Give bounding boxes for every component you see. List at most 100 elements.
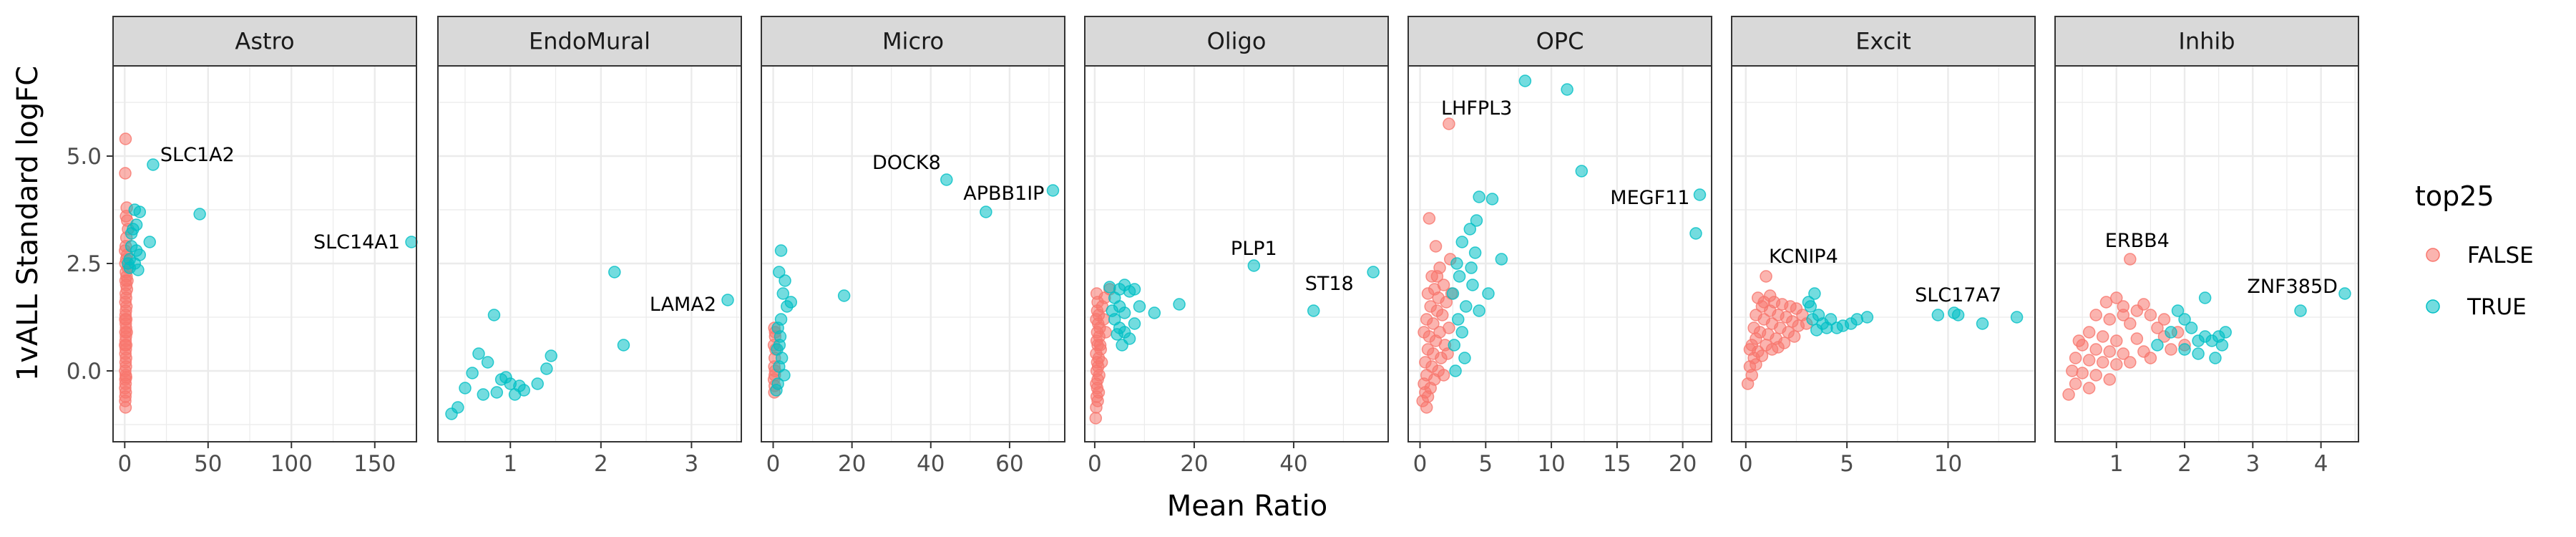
y-axis-label: 1vALL Standard logFC	[11, 66, 44, 381]
facet-strip-label: OPC	[1536, 28, 1584, 55]
point-true	[1367, 266, 1380, 279]
point-false	[2144, 352, 2157, 364]
point-true	[459, 382, 472, 395]
point-true	[405, 236, 418, 248]
x-tick-label: 20	[1669, 451, 1697, 477]
facet-panel-inhib: ERBB4 ZNF385D Inhib 1 2 3 4	[2054, 16, 2359, 477]
point-true	[1693, 188, 1707, 201]
gene-label: KCNIP4	[1769, 246, 1838, 268]
x-tick-label: 0	[1413, 451, 1428, 477]
facet-strip-label: Micro	[882, 28, 944, 55]
point-false	[121, 274, 134, 287]
facet-strip	[1407, 16, 1712, 67]
facet-strip-label: Oligo	[1207, 28, 1267, 55]
x-tick-label: 100	[270, 451, 313, 477]
point-true	[1850, 313, 1864, 326]
point-true	[980, 205, 992, 218]
facet-strip	[761, 16, 1065, 67]
point-true	[193, 208, 206, 221]
point-true	[1118, 306, 1131, 319]
y-tick-label: 5.0	[67, 144, 102, 170]
gene-label: SLC14A1	[313, 231, 400, 253]
point-true	[1561, 83, 1574, 96]
facet-panel-astro: SLC1A2 SLC14A1 Astro 0 50 100 150	[112, 16, 418, 477]
point-true	[2171, 304, 2185, 317]
point-false	[2072, 334, 2086, 347]
point-true	[130, 244, 143, 257]
point-false	[2096, 356, 2109, 369]
point-true	[1468, 246, 1482, 259]
x-tick-label: 10	[1934, 451, 1962, 477]
point-false	[1443, 117, 1455, 130]
point-true	[1689, 227, 1702, 240]
point-true	[123, 261, 137, 274]
gene-label: ZNF385D	[2247, 276, 2338, 298]
point-true	[1470, 214, 1483, 227]
point-true	[1806, 313, 1819, 326]
point-true	[1307, 304, 1320, 317]
panel-background	[2055, 66, 2358, 442]
x-tick-label: 15	[1603, 451, 1631, 477]
point-true	[1455, 326, 1469, 339]
legend-entries: FALSE TRUE	[2415, 237, 2534, 324]
gene-label: APBB1IP	[963, 183, 1044, 205]
facet-strip	[112, 16, 417, 67]
x-tick-label: 1	[2109, 451, 2124, 477]
x-tick-label: 0	[1088, 451, 1102, 477]
point-true	[1575, 165, 1589, 178]
point-true	[1450, 257, 1463, 270]
point-false	[2062, 388, 2075, 401]
point-false	[1099, 326, 1112, 339]
panel-background	[761, 66, 1065, 442]
point-false	[2069, 352, 2082, 364]
point-false	[2144, 309, 2157, 321]
point-false	[2089, 343, 2102, 356]
point-true	[143, 236, 157, 248]
point-true	[1976, 317, 1989, 330]
x-tick-label: 2	[2177, 451, 2192, 477]
point-true	[2219, 326, 2232, 339]
point-false	[119, 167, 132, 180]
point-false	[1755, 349, 1769, 362]
legend-label-true: TRUE	[2467, 294, 2527, 320]
point-true	[1951, 309, 1965, 321]
point-false	[2066, 364, 2079, 377]
point-false	[1093, 339, 1107, 352]
x-tick-label: 40	[1279, 451, 1307, 477]
point-true	[2151, 339, 2164, 352]
point-true	[472, 347, 485, 360]
point-true	[147, 158, 160, 171]
point-true	[1449, 364, 1462, 377]
point-false	[119, 401, 132, 414]
point-true	[1466, 279, 1479, 291]
point-true	[1247, 259, 1261, 272]
point-true	[487, 309, 501, 321]
point-false	[2103, 313, 2116, 326]
point-true	[781, 300, 794, 313]
point-false	[1437, 369, 1450, 382]
y-tick-label: 0.0	[67, 359, 102, 384]
point-true	[1810, 324, 1823, 337]
point-true	[2165, 326, 2177, 339]
y-tick-label: 2.5	[67, 251, 102, 277]
point-false	[1429, 240, 1443, 253]
point-true	[2198, 291, 2212, 304]
gene-label: LHFPL3	[1441, 97, 1512, 120]
x-tick-label: 20	[1180, 451, 1208, 477]
point-true	[2294, 304, 2307, 317]
point-false	[1095, 356, 1108, 369]
facet-panel-opc: LHFPL3 MEGF11 OPC 0 5 10 15 20	[1407, 16, 1712, 477]
gene-label: LAMA2	[650, 294, 716, 316]
point-true	[2209, 352, 2222, 364]
x-tick-label: 0	[1739, 451, 1753, 477]
point-true	[1460, 300, 1473, 313]
x-tick-label: 2	[594, 451, 608, 477]
point-true	[1453, 270, 1466, 283]
x-tick-label: 5	[1478, 451, 1493, 477]
point-false	[2124, 317, 2137, 330]
point-true	[545, 349, 557, 362]
point-true	[1518, 74, 1532, 87]
point-true	[2010, 311, 2024, 324]
point-false	[2157, 313, 2171, 326]
